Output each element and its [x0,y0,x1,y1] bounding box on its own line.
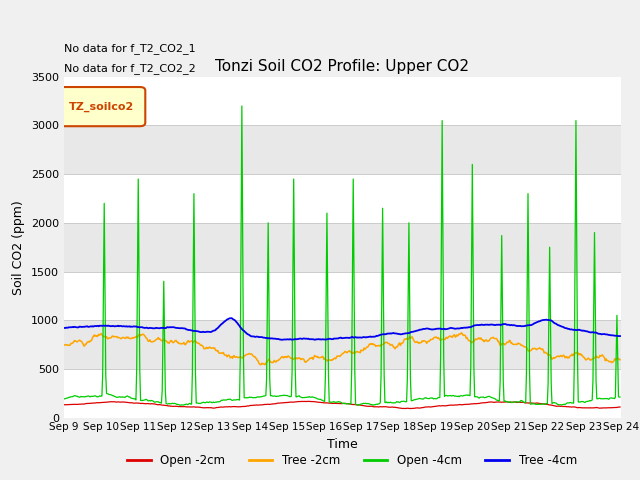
Y-axis label: Soil CO2 (ppm): Soil CO2 (ppm) [12,200,26,295]
X-axis label: Time: Time [327,438,358,451]
Text: No data for f_T2_CO2_1: No data for f_T2_CO2_1 [64,43,196,54]
Bar [64,272,621,320]
Bar [64,320,621,369]
Text: TZ_soilco2: TZ_soilco2 [69,102,134,112]
Text: No data for f_T2_CO2_2: No data for f_T2_CO2_2 [64,63,196,74]
Bar [64,77,621,125]
Bar [64,125,621,174]
Bar [64,223,621,272]
FancyBboxPatch shape [59,87,145,126]
Title: Tonzi Soil CO2 Profile: Upper CO2: Tonzi Soil CO2 Profile: Upper CO2 [216,59,469,74]
Bar [64,174,621,223]
Legend: Open -2cm, Tree -2cm, Open -4cm, Tree -4cm: Open -2cm, Tree -2cm, Open -4cm, Tree -4… [122,449,582,472]
Bar [64,369,621,418]
